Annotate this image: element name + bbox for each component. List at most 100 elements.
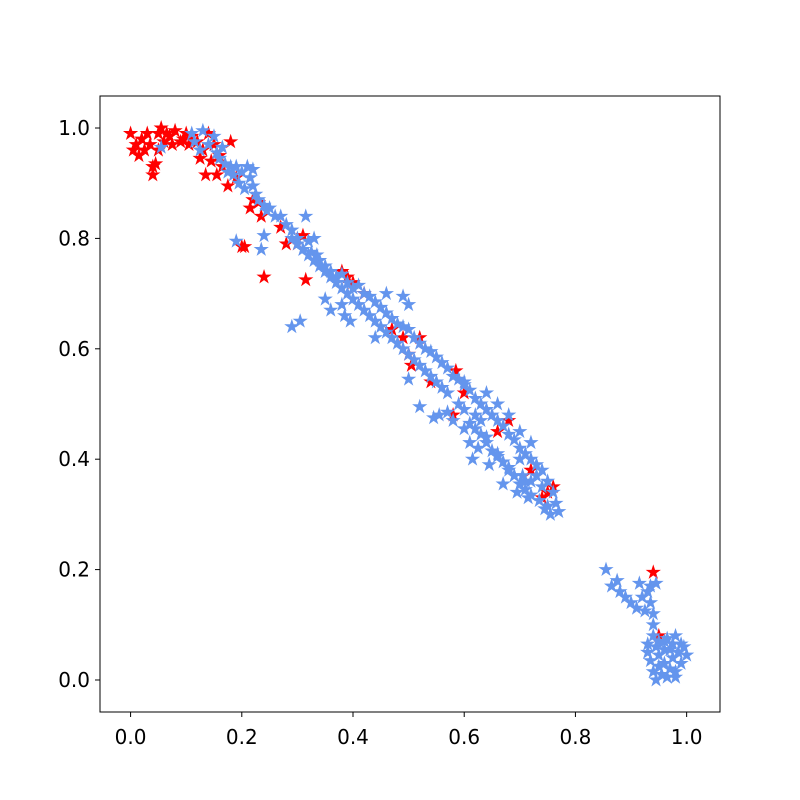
data-point <box>640 644 656 659</box>
data-point <box>679 647 695 662</box>
x-tick-label: 0.0 <box>115 725 147 749</box>
data-point <box>548 495 564 510</box>
data-point <box>645 663 661 679</box>
data-point <box>384 329 400 345</box>
data-point <box>434 379 450 394</box>
data-point <box>401 371 417 386</box>
data-point <box>612 583 628 599</box>
data-point <box>512 476 528 491</box>
data-point <box>136 142 153 157</box>
data-point <box>181 136 197 152</box>
data-point <box>256 227 272 243</box>
data-point <box>198 166 214 182</box>
data-point <box>245 177 261 193</box>
data-point <box>651 658 667 673</box>
data-point <box>462 382 478 397</box>
data-point <box>406 329 422 345</box>
data-point <box>484 442 500 458</box>
data-point <box>228 158 244 174</box>
data-point <box>495 418 511 433</box>
data-point <box>350 277 367 292</box>
data-point <box>253 208 269 223</box>
data-point <box>603 578 620 593</box>
data-point <box>367 329 383 345</box>
data-point <box>261 200 278 215</box>
data-point <box>159 125 175 141</box>
data-point <box>439 384 456 400</box>
data-point <box>456 384 472 400</box>
data-point <box>501 407 517 422</box>
data-point <box>303 244 319 259</box>
data-point <box>501 412 517 428</box>
data-point <box>642 594 659 610</box>
data-point <box>467 420 483 436</box>
data-point <box>489 423 506 439</box>
data-point <box>540 473 556 488</box>
data-point <box>439 360 456 375</box>
data-point <box>328 274 344 290</box>
x-tick-label: 0.2 <box>226 725 258 749</box>
data-point <box>495 476 511 491</box>
data-point <box>412 398 428 414</box>
data-point <box>245 161 261 176</box>
data-point <box>153 139 169 154</box>
y-tick-label: 0.6 <box>58 337 90 361</box>
data-point <box>223 133 239 149</box>
data-point <box>337 307 353 323</box>
data-point <box>395 288 411 303</box>
data-point <box>512 451 528 466</box>
data-point <box>200 125 217 141</box>
data-point <box>417 340 433 356</box>
data-point <box>362 307 378 323</box>
data-point <box>373 318 389 334</box>
data-point <box>312 258 328 273</box>
data-point <box>645 616 661 632</box>
data-point <box>609 572 625 588</box>
data-point <box>467 407 483 422</box>
data-point <box>662 660 678 676</box>
data-point <box>284 318 300 334</box>
data-point <box>648 575 664 590</box>
data-point <box>339 285 356 301</box>
data-point <box>231 175 247 190</box>
data-point <box>184 125 200 141</box>
data-point <box>192 150 208 165</box>
data-point <box>523 451 539 466</box>
data-point <box>656 633 672 648</box>
data-point <box>506 467 522 483</box>
data-point <box>634 589 650 604</box>
data-point <box>534 462 550 477</box>
data-point <box>540 498 556 513</box>
data-point <box>412 357 428 372</box>
data-point <box>203 153 219 168</box>
data-point <box>131 147 147 163</box>
data-point <box>161 128 178 143</box>
data-point <box>670 644 686 659</box>
data-point <box>645 627 661 643</box>
y-tick-label: 1.0 <box>58 116 90 140</box>
data-point <box>323 302 339 317</box>
data-point <box>273 208 289 223</box>
data-point <box>659 669 675 684</box>
data-point <box>206 136 222 152</box>
data-point <box>642 578 659 593</box>
data-point <box>428 349 445 364</box>
plot-area <box>100 96 720 712</box>
data-point <box>378 285 394 301</box>
data-point <box>478 434 495 450</box>
data-point <box>273 219 289 234</box>
data-point <box>298 271 314 287</box>
data-point <box>211 150 228 165</box>
data-point <box>517 473 533 488</box>
data-point <box>334 296 350 312</box>
data-point <box>378 304 394 320</box>
data-point <box>534 478 550 494</box>
data-point <box>242 200 258 215</box>
x-tick-label: 1.0 <box>671 725 703 749</box>
y-axis-ticks: 0.0 0.2 0.4 0.6 0.8 1.0 <box>58 116 100 692</box>
data-point <box>617 589 634 604</box>
data-point <box>300 233 317 248</box>
data-point <box>489 396 506 411</box>
data-point <box>598 561 614 577</box>
data-point <box>306 230 322 245</box>
